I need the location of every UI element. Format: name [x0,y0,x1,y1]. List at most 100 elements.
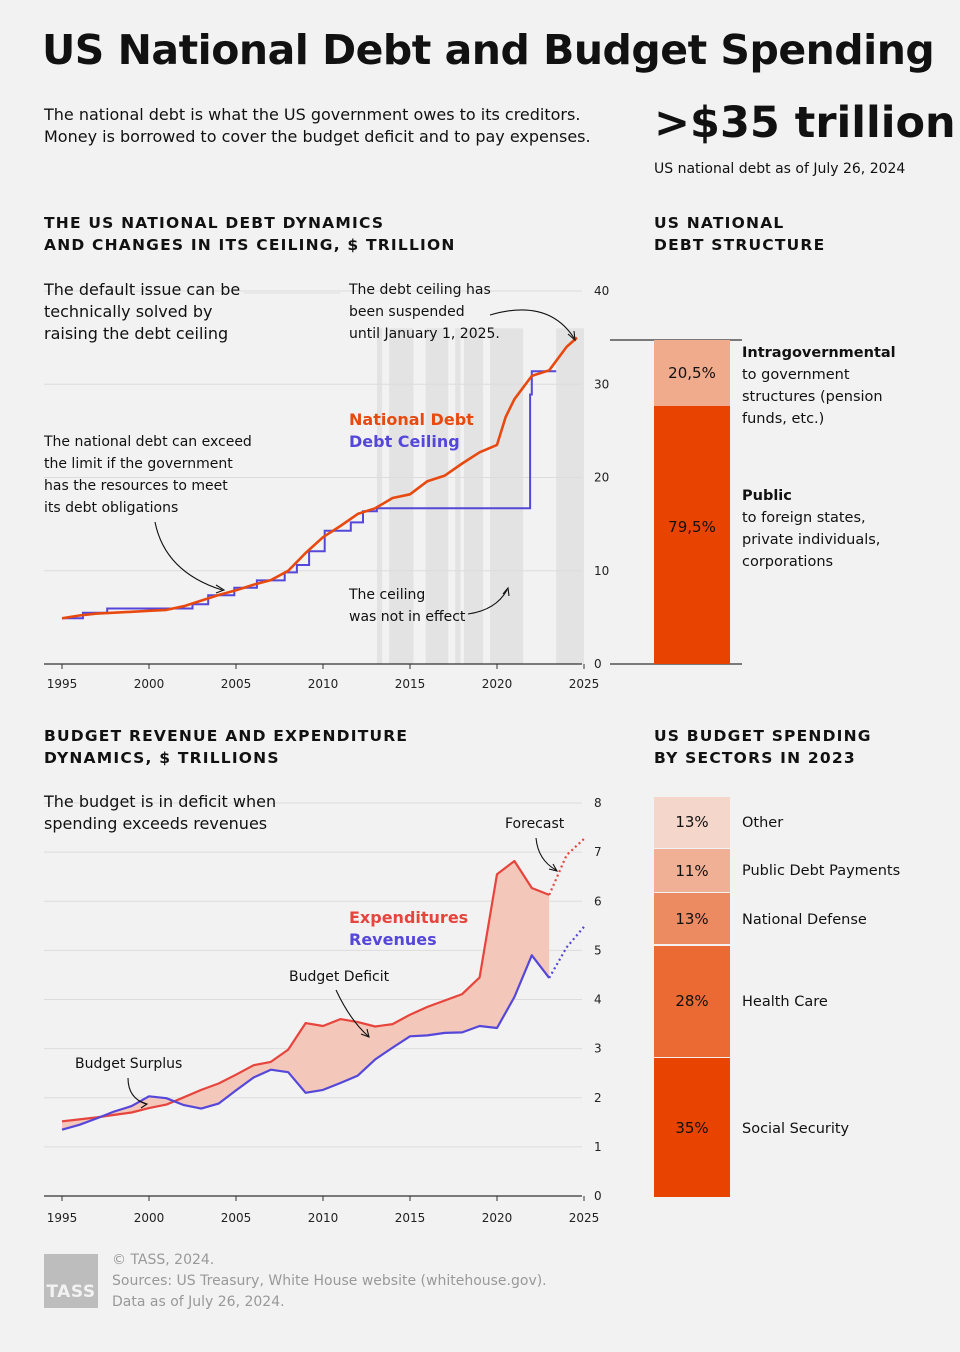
note-deficit-line2: spending exceeds revenues [44,814,268,833]
annotation-arrow-forecast [535,837,557,871]
debt-chart-title-line1: THE US NATIONAL DEBT DYNAMICS [44,214,385,232]
annotation-arrowhead-deficit [360,1028,370,1038]
debt-chart: 0 10 20 30 40 1995 2000 2005 2010 2015 2020 2025 [44,284,609,691]
deficit-area [62,861,550,1130]
sector-title-line1: US BUDGET SPENDING [654,727,872,745]
sector-segment: 35% [654,1058,730,1198]
y-tick-label: 1 [594,1140,602,1154]
footer-copyright: © TASS, 2024. [112,1252,215,1268]
y-tick-label: 3 [594,1042,602,1056]
x-tick-label: 2005 [221,677,252,691]
note-exceed-line4: its debt obligations [44,500,179,516]
footer-text: © TASS, 2024. Sources: US Treasury, Whit… [112,1250,547,1313]
note-default-line3: raising the debt ceiling [44,324,229,343]
note-default-line1: The default issue can be [44,280,241,299]
debt-chart-title: THE US NATIONAL DEBT DYNAMICS AND CHANGE… [44,212,464,256]
annotation-arrowhead-suspended [567,330,576,342]
note-forecast: Forecast [505,816,565,832]
legend-revenues: Revenues [349,930,437,949]
y-tick-label: 8 [594,796,602,810]
note-deficit: The budget is in deficit when spending e… [44,791,276,835]
sector-segment: 13% [654,893,730,945]
note-exceed-line2: the limit if the government [44,456,233,472]
debt-chart-legend: National Debt Debt Ceiling [349,409,474,453]
annotation-arrowhead-ceiling [502,586,510,597]
note-suspended: The debt ceiling has been suspended unti… [349,279,500,345]
budget-chart: 0 1 2 3 4 5 6 7 8 1995 2000 2005 2010 2015 2020 2025 [44,796,602,1225]
ceiling-suspended-band [425,328,449,664]
note-deficit-line1: The budget is in deficit when [44,792,277,811]
annotation-arrowhead-surplus [138,1100,149,1109]
note-suspended-line2: been suspended [349,304,465,320]
y-tick-label: 0 [594,657,602,671]
y-tick-label: 2 [594,1091,602,1105]
budget-chart-x-ticks: 1995 2000 2005 2010 2015 2020 2025 [47,1196,600,1225]
x-tick-label: 2000 [134,677,165,691]
x-tick-label: 2000 [134,1211,165,1225]
annotation-arrow-ceiling [467,589,508,615]
budget-chart-title-line2: DYNAMICS, $ TRILLIONS [44,749,280,767]
x-tick-label: 2020 [482,677,513,691]
national-debt-line [61,336,578,620]
sector-label: National Defense [742,911,867,928]
sector-title-line2: BY SECTORS IN 2023 [654,749,856,767]
sector-segment: 28% [654,945,730,1057]
budget-chart-grid [44,802,582,1197]
note-budget-surplus: Budget Surplus [75,1056,183,1072]
ceiling-suspended-band [376,328,383,664]
y-tick-label: 7 [594,845,602,859]
sector-label: Public Debt Payments [742,863,901,880]
y-tick-label: 0 [594,1189,602,1203]
budget-chart-legend: Expenditures Revenues [349,907,468,951]
structure-title-line2: DEBT STRUCTURE [654,236,826,254]
structure-title: US NATIONAL DEBT STRUCTURE [654,212,914,256]
headline-value: >$35 trillion [654,98,956,148]
note-default-line2: technically solved by [44,302,213,321]
sector-label: Other [742,815,784,832]
annotation-arrow-deficit [335,989,369,1037]
budget-chart-y-ticks: 0 1 2 3 4 5 6 7 8 [594,796,602,1203]
x-tick-label: 2010 [308,677,339,691]
x-tick-label: 2020 [482,1211,513,1225]
y-tick-label: 6 [594,894,602,908]
annotation-arrow-exceed [154,521,223,591]
annotation-arrowhead-forecast [548,863,559,872]
note-budget-deficit: Budget Deficit [289,969,390,985]
page-title: US National Debt and Budget Spending [42,26,935,74]
note-exceed: The national debt can exceed the limit i… [44,431,252,519]
debt-chart-grid [44,290,582,665]
sector-title: US BUDGET SPENDING BY SECTORS IN 2023 [654,725,914,769]
legend-expenditures: Expenditures [349,908,469,927]
budget-chart-title-line1: BUDGET REVENUE AND EXPENDITURE [44,727,409,745]
sector-label: Social Security [742,1120,850,1137]
note-ceiling-line2: was not in effect [349,609,466,625]
y-tick-label: 10 [594,564,609,578]
footer-date: Data as of July 26, 2024. [112,1294,285,1310]
x-tick-label: 2015 [395,677,426,691]
structure-title-line1: US NATIONAL [654,214,785,232]
tass-logo: TASS [44,1254,98,1308]
x-tick-label: 2025 [569,677,600,691]
intro-text: The national debt is what the US governm… [44,105,591,146]
debt-chart-y-ticks: 0 10 20 30 40 [594,284,609,671]
y-tick-label: 40 [594,284,609,298]
ceiling-suspended-band [455,328,461,664]
x-tick-label: 2010 [308,1211,339,1225]
x-tick-label: 2025 [569,1211,600,1225]
note-exceed-line3: has the resources to meet [44,478,228,494]
annotation-arrow-suspended [489,309,575,339]
y-tick-label: 5 [594,943,602,957]
sector-segment: 13% [654,797,730,848]
sector-segment: 11% [654,849,730,892]
structure-label-public: Public to foreign states, private individu… [742,488,881,570]
note-suspended-line3: until January 1, 2025. [349,326,500,342]
structure-segment-public: 79,5% [654,406,730,664]
expenditures-line [61,859,550,1123]
revenues-forecast-line [548,926,585,979]
headline-caption: US national debt as of July 26, 2024 [654,161,906,177]
note-ceiling: The ceiling was not in effect [349,584,465,628]
revenues-line [61,954,551,1131]
footer-sources: Sources: US Treasury, White House websit… [112,1273,547,1289]
note-default: The default issue can be technically sol… [44,279,240,345]
y-tick-label: 4 [594,993,602,1007]
